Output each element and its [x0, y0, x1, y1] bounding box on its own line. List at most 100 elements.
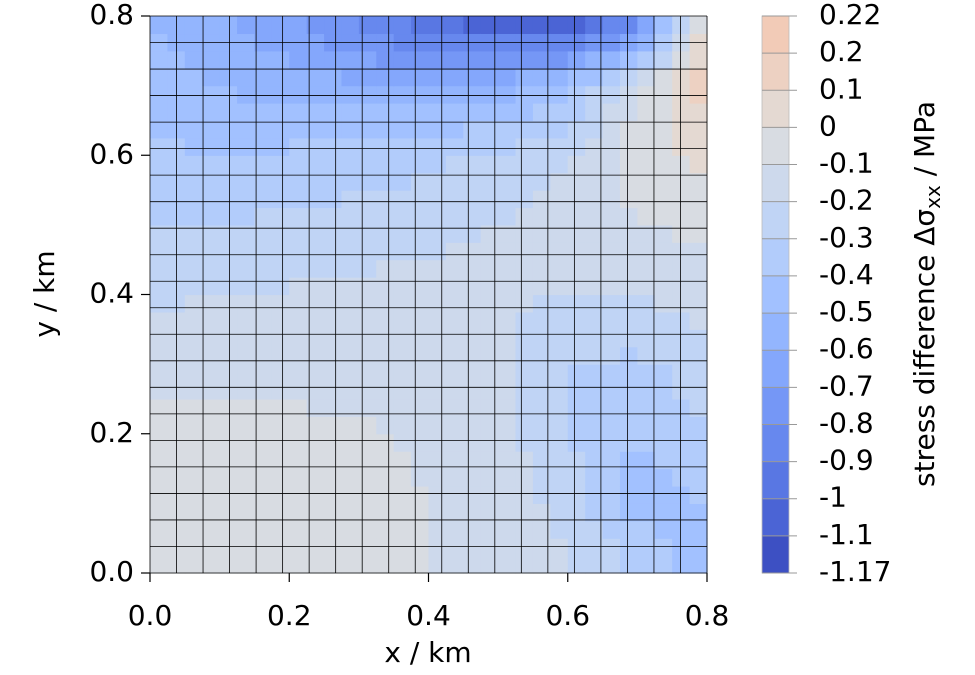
contour-cell [202, 155, 221, 174]
contour-cell [515, 137, 534, 156]
contour-cell [567, 381, 586, 400]
contour-cell [550, 538, 569, 557]
contour-cell [271, 555, 290, 574]
contour-cell [289, 416, 308, 435]
contour-cell [619, 224, 638, 243]
contour-cell [254, 68, 273, 87]
contour-cell [619, 433, 638, 452]
contour-cell [358, 364, 377, 383]
contour-cell [672, 242, 691, 261]
contour-cell [532, 485, 551, 504]
contour-cell [411, 242, 430, 261]
contour-cell [637, 85, 656, 104]
contour-cell [341, 503, 360, 522]
contour-cell [550, 242, 569, 261]
contour-cell [184, 155, 203, 174]
colorbar-segment [762, 275, 789, 314]
contour-cell [445, 520, 464, 539]
contour-cell [672, 224, 691, 243]
contour-cell [376, 120, 395, 139]
contour-cell [463, 398, 482, 417]
contour-cell [654, 103, 673, 122]
contour-cell [411, 120, 430, 139]
contour-cell [289, 555, 308, 574]
contour-cell [341, 294, 360, 313]
contour-cell [567, 120, 586, 139]
contour-cell [585, 398, 604, 417]
colorbar-segment [762, 387, 789, 425]
y-tick-label: 0.4 [89, 277, 134, 310]
contour-cell [289, 451, 308, 470]
colorbar-label-unit: / MPa [908, 101, 941, 185]
contour-cell [463, 16, 482, 35]
contour-cell [411, 346, 430, 365]
colorbar-segment [762, 461, 789, 500]
contour-cell [254, 468, 273, 487]
colorbar-tick-label: -0.6 [819, 332, 874, 365]
contour-cell [289, 294, 308, 313]
contour-cell [498, 120, 517, 139]
contour-cell [602, 468, 621, 487]
contour-cell [463, 259, 482, 278]
contour-cell [289, 398, 308, 417]
contour-cell [150, 538, 169, 557]
contour-cell [480, 50, 499, 69]
contour-cell [358, 103, 377, 122]
contour-cell [306, 538, 325, 557]
contour-cell [341, 137, 360, 156]
contour-cell [324, 50, 343, 69]
contour-cell [550, 16, 569, 35]
contour-cell [550, 137, 569, 156]
contour-cell [324, 120, 343, 139]
contour-cell [445, 538, 464, 557]
contour-cell [358, 381, 377, 400]
contour-cell [637, 329, 656, 348]
contour-cell [237, 68, 256, 87]
contour-cell [219, 468, 238, 487]
contour-cell [219, 207, 238, 226]
contour-cell [515, 364, 534, 383]
contour-cell [532, 520, 551, 539]
contour-cell [376, 155, 395, 174]
contour-cell [289, 224, 308, 243]
contour-cell [324, 311, 343, 330]
contour-cell [550, 451, 569, 470]
contour-cell [532, 155, 551, 174]
contour-cell [602, 137, 621, 156]
contour-cell [358, 120, 377, 139]
contour-cell [219, 50, 238, 69]
colorbar-tick-label: 0.1 [819, 72, 864, 105]
contour-cell [689, 50, 708, 69]
contour-cell [550, 120, 569, 139]
contour-cell [637, 207, 656, 226]
contour-cell [480, 68, 499, 87]
contour-cell [619, 207, 638, 226]
contour-cell [689, 85, 708, 104]
contour-cell [202, 103, 221, 122]
contour-cell [637, 364, 656, 383]
contour-cell [358, 294, 377, 313]
contour-cell [463, 381, 482, 400]
contour-cell [393, 346, 412, 365]
contour-cell [602, 538, 621, 557]
contour-cell [619, 329, 638, 348]
contour-cell [306, 68, 325, 87]
contour-cell [341, 103, 360, 122]
contour-cell [567, 85, 586, 104]
contour-cell [341, 485, 360, 504]
contour-cell [654, 329, 673, 348]
contour-cell [411, 416, 430, 435]
contour-cell [393, 224, 412, 243]
contour-cell [463, 190, 482, 209]
contour-cell [550, 190, 569, 209]
contour-cell [637, 416, 656, 435]
contour-cell [184, 503, 203, 522]
contour-cell [150, 503, 169, 522]
contour-cell [376, 224, 395, 243]
contour-cell [567, 103, 586, 122]
contour-cell [271, 398, 290, 417]
contour-cell [498, 451, 517, 470]
contour-cell [689, 381, 708, 400]
contour-cell [515, 503, 534, 522]
contour-cell [358, 433, 377, 452]
